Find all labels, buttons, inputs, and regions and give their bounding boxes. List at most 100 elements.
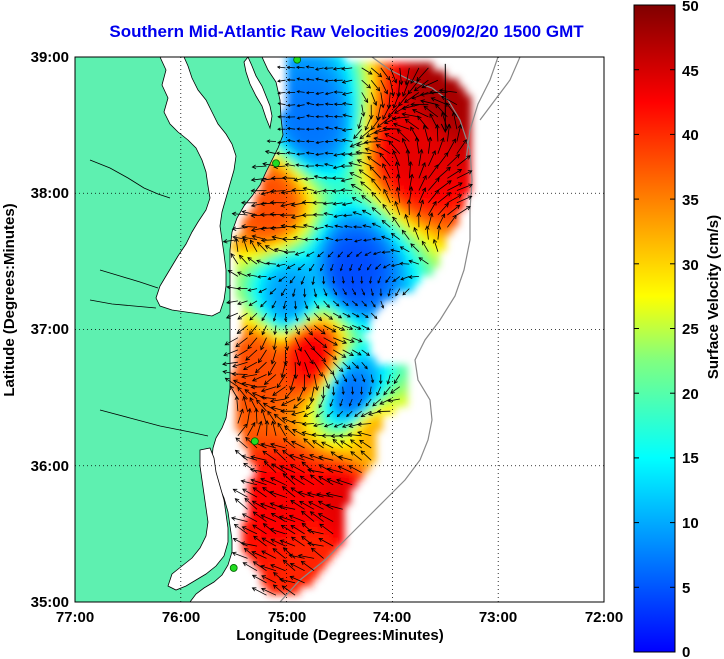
velocity-arrowhead xyxy=(232,363,237,368)
velocity-cell xyxy=(343,373,351,383)
velocity-cell xyxy=(419,266,427,276)
velocity-arrow xyxy=(316,141,324,144)
velocity-arrowhead xyxy=(314,237,319,242)
velocity-arrowhead xyxy=(302,386,307,392)
velocity-cell xyxy=(286,103,294,113)
velocity-cell xyxy=(356,234,364,244)
velocity-cell xyxy=(458,185,466,195)
velocity-arrowhead xyxy=(418,257,424,262)
velocity-arrowhead xyxy=(336,478,341,483)
velocity-arrow xyxy=(261,443,277,449)
velocity-cell xyxy=(350,119,358,129)
velocity-arrow xyxy=(429,113,439,130)
velocity-cell xyxy=(254,471,262,481)
velocity-cell xyxy=(331,405,339,415)
velocity-cell xyxy=(375,201,383,211)
velocity-arrowhead xyxy=(368,411,373,416)
velocity-arrowhead xyxy=(262,162,267,167)
velocity-arrow xyxy=(253,511,267,522)
velocity-arrowhead xyxy=(326,467,332,472)
velocity-arrow xyxy=(270,443,286,449)
velocity-cell xyxy=(413,185,421,195)
velocity-arrowhead xyxy=(295,163,300,167)
velocity-cell xyxy=(273,495,281,505)
velocity-cell xyxy=(280,111,288,121)
velocity-cell xyxy=(305,340,313,350)
velocity-cell xyxy=(381,397,389,407)
velocity-arrow xyxy=(334,214,343,218)
velocity-arrowhead xyxy=(324,151,328,155)
velocity-cell xyxy=(324,373,332,383)
velocity-cell xyxy=(299,87,307,96)
velocity-cell xyxy=(286,356,294,366)
velocity-cell xyxy=(407,70,415,80)
velocity-cell xyxy=(248,520,256,530)
velocity-cell xyxy=(356,225,364,235)
velocity-arrow xyxy=(416,67,429,82)
velocity-arrow xyxy=(418,149,423,167)
velocity-cell xyxy=(292,266,300,276)
velocity-arrowhead xyxy=(428,212,434,218)
velocity-arrowhead xyxy=(227,269,233,275)
velocity-arrowhead xyxy=(399,246,404,251)
velocity-cell xyxy=(362,185,370,195)
velocity-cell xyxy=(337,536,345,546)
velocity-arrow xyxy=(389,80,394,97)
velocity-arrowhead xyxy=(318,372,323,378)
velocity-arrow xyxy=(280,465,296,473)
velocity-arrowhead xyxy=(264,245,270,250)
velocity-arrowhead xyxy=(278,278,282,282)
velocity-arrowhead xyxy=(275,151,280,156)
velocity-arrow xyxy=(298,491,315,498)
velocity-arrowhead xyxy=(374,266,379,270)
velocity-cell xyxy=(394,283,402,293)
velocity-arrowhead xyxy=(301,212,307,218)
velocity-arrowhead xyxy=(341,138,346,143)
velocity-cell xyxy=(248,315,256,325)
velocity-cell xyxy=(413,119,421,129)
velocity-arrow xyxy=(243,396,248,412)
velocity-arrow xyxy=(292,429,305,437)
velocity-cell xyxy=(280,332,288,342)
velocity-arrowhead xyxy=(340,178,346,183)
velocity-cell xyxy=(400,242,408,252)
velocity-arrowhead xyxy=(377,280,381,284)
velocity-arrow xyxy=(323,300,330,308)
velocity-cell xyxy=(299,119,307,129)
velocity-cell xyxy=(242,291,250,301)
velocity-arrowhead xyxy=(226,285,231,290)
velocity-arrow xyxy=(307,469,324,473)
velocity-arrow xyxy=(327,468,343,473)
velocity-arrowhead xyxy=(290,202,296,207)
velocity-arrow xyxy=(370,92,377,106)
velocity-arrow xyxy=(407,149,410,167)
velocity-arrow xyxy=(313,190,324,194)
velocity-arrow xyxy=(243,361,258,370)
velocity-cell xyxy=(312,340,320,350)
velocity-arrowhead xyxy=(334,380,339,385)
x-tick-label: 75:00 xyxy=(268,609,306,626)
velocity-cell xyxy=(464,103,472,113)
velocity-arrow xyxy=(340,263,344,271)
velocity-arrowhead xyxy=(250,213,256,218)
velocity-arrowhead xyxy=(269,200,275,205)
velocity-cell xyxy=(445,136,453,145)
velocity-arrow xyxy=(437,180,452,191)
velocity-arrowhead xyxy=(366,267,370,271)
velocity-cell xyxy=(286,209,294,219)
velocity-arrow xyxy=(325,237,334,240)
velocity-arrow xyxy=(289,554,305,559)
velocity-cell xyxy=(331,299,339,309)
velocity-cell xyxy=(254,463,262,472)
velocity-cell xyxy=(356,103,364,113)
velocity-arrow xyxy=(437,137,444,154)
velocity-arrow xyxy=(351,288,356,295)
velocity-cell xyxy=(331,356,339,366)
velocity-arrow xyxy=(241,542,258,547)
velocity-arrowhead xyxy=(444,202,449,208)
velocity-arrowhead xyxy=(354,413,358,418)
velocity-arrowhead xyxy=(250,202,256,208)
velocity-cell xyxy=(312,103,320,113)
velocity-cell xyxy=(292,487,300,497)
velocity-cell xyxy=(254,438,262,448)
